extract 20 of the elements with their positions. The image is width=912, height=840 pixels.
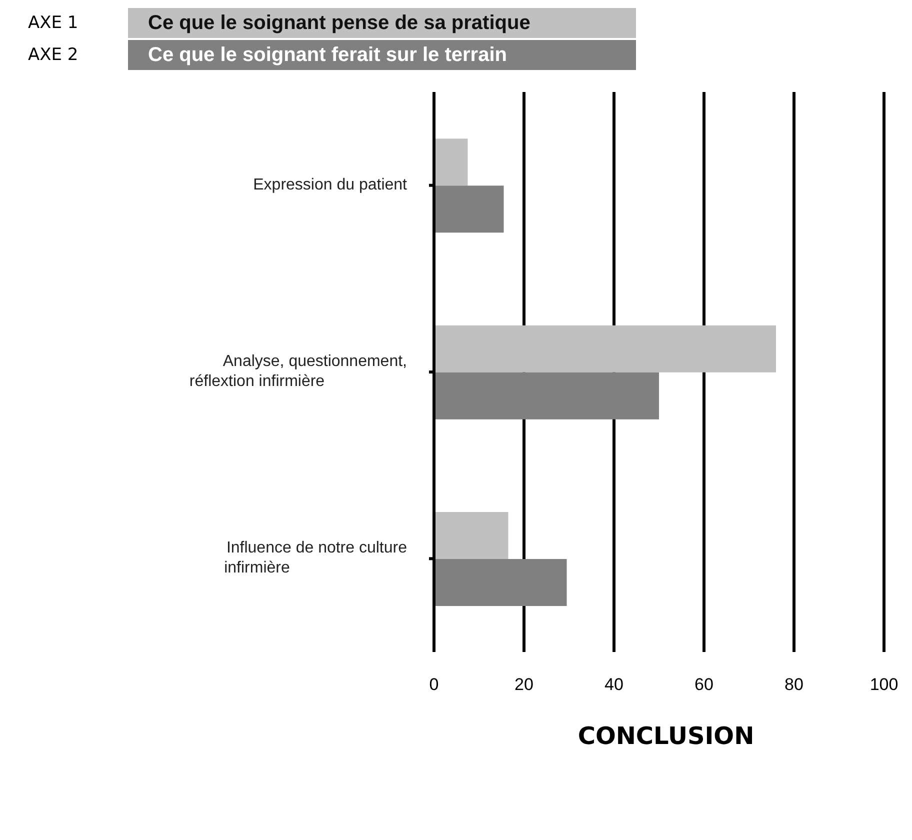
bar	[434, 372, 659, 420]
bar	[434, 186, 504, 233]
text: Ce que le soignant pense de sa pratique	[128, 8, 636, 38]
bar	[434, 559, 567, 606]
text: Ce que le soignant ferait sur le terrain	[128, 40, 636, 70]
bar	[434, 325, 776, 372]
bar	[434, 512, 508, 559]
x-tick-label: 40	[604, 675, 624, 694]
x-tick-label: 0	[429, 675, 439, 694]
x-tick-label: 20	[514, 675, 534, 694]
text: AXE 2	[28, 45, 80, 65]
text: AXE 1	[28, 13, 80, 33]
bar	[434, 138, 468, 186]
y-tick-label: Expression du patient	[253, 176, 408, 194]
x-tick-label: 80	[784, 675, 804, 694]
y-tick-label: Influence de notre culture infirmière	[224, 540, 408, 577]
x-tick-label: 60	[694, 675, 714, 694]
text: CONCLUSION	[576, 722, 756, 750]
x-tick-label: 100	[870, 675, 898, 694]
y-tick-label: Analyse, questionnement, réflextion infirmière	[189, 353, 407, 390]
